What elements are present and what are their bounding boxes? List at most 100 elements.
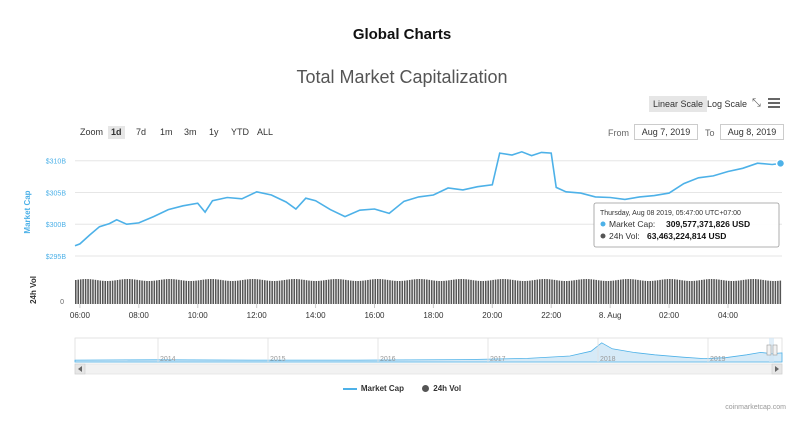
volume-bar: [335, 279, 337, 304]
volume-bar: [421, 279, 423, 304]
range-button-1d[interactable]: 1d: [108, 126, 125, 139]
log-scale-button[interactable]: Log Scale: [707, 99, 748, 109]
fullscreen-icon[interactable]: ⤡: [752, 97, 761, 109]
volume-bar: [163, 279, 165, 304]
x-tick-label: 16:00: [364, 311, 385, 320]
y-axis-title: Market Cap: [23, 190, 32, 233]
volume-bar: [318, 280, 320, 304]
volume-bar: [578, 279, 580, 304]
volume-bar: [212, 279, 215, 304]
volume-bar: [391, 280, 394, 304]
volume-bar: [379, 279, 381, 304]
volume-bar: [568, 280, 570, 304]
volume-bar: [524, 280, 526, 304]
volume-bar: [595, 279, 597, 304]
volume-bar: [622, 279, 624, 304]
volume-bar: [440, 280, 443, 304]
volume-bar: [696, 280, 698, 304]
from-date-input[interactable]: Aug 7, 2019: [634, 124, 698, 140]
volume-bar: [276, 280, 278, 304]
volume-bar: [497, 279, 499, 304]
volume-bar: [745, 279, 747, 304]
volume-bar: [511, 279, 514, 304]
chart-title: Total Market Capitalization: [296, 67, 508, 87]
range-button-1y[interactable]: 1y: [209, 127, 219, 137]
volume-bar: [637, 279, 639, 304]
range-button-7d[interactable]: 7d: [136, 127, 147, 137]
volume-bar: [435, 280, 438, 304]
navigator-selection[interactable]: [769, 338, 774, 362]
legend-line-icon: [342, 387, 357, 390]
volume-bar: [79, 279, 82, 304]
volume-bar: [197, 280, 200, 304]
legend-item-market-cap[interactable]: Market Cap: [342, 384, 404, 393]
volume-bar: [750, 279, 752, 304]
volume-bar: [681, 280, 683, 304]
range-button-ytd[interactable]: YTD: [231, 127, 249, 137]
volume-bar: [369, 279, 372, 304]
volume-bar: [642, 280, 644, 304]
volume-axis-title: 24h Vol: [29, 276, 38, 304]
volume-bar: [386, 279, 389, 304]
volume-bar: [534, 279, 536, 304]
volume-bar: [183, 280, 185, 304]
volume-bar: [561, 280, 563, 304]
range-button-all[interactable]: ALL: [257, 127, 274, 137]
volume-bar: [615, 280, 617, 304]
volume-bar: [661, 279, 664, 304]
linear-scale-button[interactable]: Linear Scale: [649, 96, 708, 112]
volume-bar: [202, 279, 205, 304]
volume-bar: [428, 279, 431, 304]
volume-bar: [359, 280, 362, 304]
volume-bar: [457, 279, 460, 304]
volume-bar: [224, 280, 227, 304]
volume-bar: [200, 279, 202, 304]
volume-bar: [168, 279, 170, 304]
volume-bar: [470, 279, 472, 304]
menu-icon[interactable]: [768, 96, 780, 110]
volume-bar: [602, 280, 605, 304]
volume-bar: [755, 279, 757, 304]
volume-bar: [303, 279, 305, 304]
tooltip-box: [593, 202, 780, 248]
volume-bar: [708, 279, 710, 304]
navigator-left-handle[interactable]: [766, 344, 772, 356]
volume-bar: [288, 279, 291, 304]
navigator-scrollbar[interactable]: [74, 363, 783, 375]
volume-bar: [723, 280, 725, 304]
volume-bar: [75, 280, 77, 304]
volume-bar: [342, 279, 345, 304]
volume-axis-tick: 0: [60, 299, 64, 306]
volume-bar: [403, 280, 406, 304]
x-tick-label: 20:00: [482, 311, 503, 320]
volume-bar: [484, 280, 487, 304]
volume-bar: [499, 279, 502, 304]
volume-bar: [504, 279, 507, 304]
volume-bar: [173, 279, 175, 304]
volume-bar: [114, 280, 116, 304]
volume-bar: [367, 279, 369, 304]
legend-item-vol[interactable]: 24h Vol: [422, 384, 461, 393]
volume-bar: [219, 279, 222, 304]
navigator-right-handle[interactable]: [772, 344, 778, 356]
volume-bar: [538, 279, 541, 304]
volume-bar: [102, 280, 104, 304]
legend-dot-icon: [422, 385, 430, 393]
volume-bar: [217, 279, 219, 304]
volume-bar: [450, 279, 453, 304]
volume-bar: [769, 280, 772, 304]
volume-bar: [129, 279, 131, 304]
volume-bar: [119, 279, 121, 304]
volume-bar: [742, 279, 745, 304]
volume-bar: [271, 280, 273, 304]
volume-bar: [264, 280, 266, 304]
to-date-input[interactable]: Aug 8, 2019: [720, 124, 784, 140]
volume-bar: [551, 279, 553, 304]
range-button-1m[interactable]: 1m: [160, 127, 173, 137]
navigator[interactable]: 2014 2015 2016 2017 2018 2019: [74, 337, 783, 375]
volume-bar: [462, 279, 465, 304]
range-button-3m[interactable]: 3m: [184, 127, 197, 137]
volume-bar: [97, 280, 99, 304]
volume-bar: [666, 279, 669, 304]
volume-bar: [465, 279, 467, 304]
